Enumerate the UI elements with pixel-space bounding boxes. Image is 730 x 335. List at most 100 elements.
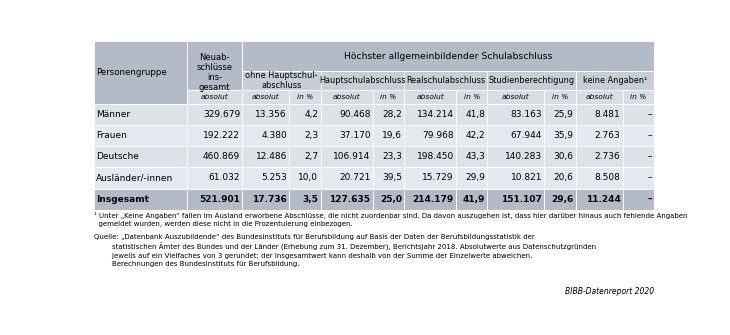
- Bar: [289, 90, 320, 104]
- Text: 79.968: 79.968: [422, 131, 454, 140]
- Bar: [242, 146, 289, 168]
- Bar: [404, 189, 456, 210]
- Bar: [242, 90, 289, 104]
- Bar: [623, 146, 654, 168]
- Bar: [289, 104, 320, 125]
- Bar: [94, 125, 187, 146]
- Bar: [94, 104, 187, 125]
- Text: 25,9: 25,9: [553, 110, 574, 119]
- Text: 67.944: 67.944: [511, 131, 542, 140]
- Text: 151.107: 151.107: [502, 195, 542, 204]
- Text: 8.481: 8.481: [595, 110, 620, 119]
- Bar: [623, 125, 654, 146]
- Text: 198.450: 198.450: [417, 152, 454, 161]
- Bar: [404, 168, 456, 189]
- Text: 2,3: 2,3: [304, 131, 318, 140]
- Bar: [187, 168, 242, 189]
- Text: 11.244: 11.244: [585, 195, 620, 204]
- Bar: [404, 125, 456, 146]
- Text: 134.214: 134.214: [417, 110, 454, 119]
- Bar: [373, 168, 404, 189]
- Text: 192.222: 192.222: [203, 131, 240, 140]
- Bar: [488, 90, 545, 104]
- Bar: [456, 146, 488, 168]
- Text: 83.163: 83.163: [510, 110, 542, 119]
- Text: 4.380: 4.380: [261, 131, 287, 140]
- Bar: [576, 189, 623, 210]
- Text: 42,2: 42,2: [466, 131, 485, 140]
- Bar: [404, 71, 488, 90]
- Text: 2,7: 2,7: [304, 152, 318, 161]
- Text: 10,0: 10,0: [299, 174, 318, 183]
- Text: –: –: [648, 174, 652, 183]
- Bar: [576, 71, 654, 90]
- Text: absolut: absolut: [502, 94, 530, 100]
- Text: 3,5: 3,5: [302, 195, 318, 204]
- Bar: [623, 90, 654, 104]
- Text: Hauptschulabschluss: Hauptschulabschluss: [319, 76, 406, 85]
- Bar: [373, 104, 404, 125]
- Bar: [242, 168, 289, 189]
- Text: Deutsche: Deutsche: [96, 152, 139, 161]
- Bar: [289, 189, 320, 210]
- Bar: [242, 189, 289, 210]
- Text: 5.253: 5.253: [261, 174, 287, 183]
- Text: 12.486: 12.486: [255, 152, 287, 161]
- Bar: [320, 189, 373, 210]
- Text: Studienberechtigung: Studienberechtigung: [488, 76, 575, 85]
- Bar: [187, 90, 242, 104]
- Bar: [373, 125, 404, 146]
- Bar: [320, 90, 373, 104]
- Text: 2.763: 2.763: [595, 131, 620, 140]
- Text: absolut: absolut: [201, 94, 228, 100]
- Text: in %: in %: [464, 94, 480, 100]
- Bar: [94, 42, 187, 104]
- Bar: [488, 189, 545, 210]
- Bar: [623, 104, 654, 125]
- Text: Höchster allgemeinbildender Schulabschluss: Höchster allgemeinbildender Schulabschlu…: [344, 52, 553, 61]
- Text: 35,9: 35,9: [553, 131, 574, 140]
- Bar: [242, 104, 289, 125]
- Text: absolut: absolut: [585, 94, 613, 100]
- Text: 140.283: 140.283: [505, 152, 542, 161]
- Bar: [545, 189, 576, 210]
- Text: absolut: absolut: [333, 94, 361, 100]
- Bar: [576, 104, 623, 125]
- Text: Personengruppe: Personengruppe: [96, 68, 167, 77]
- Text: 25,0: 25,0: [380, 195, 402, 204]
- Bar: [373, 90, 404, 104]
- Bar: [456, 90, 488, 104]
- Bar: [320, 168, 373, 189]
- Text: Neuab-
schlüsse
ins-
gesamt: Neuab- schlüsse ins- gesamt: [196, 53, 233, 92]
- Bar: [289, 125, 320, 146]
- Text: in %: in %: [630, 94, 647, 100]
- Text: 19,6: 19,6: [382, 131, 402, 140]
- Bar: [488, 71, 576, 90]
- Text: 20.721: 20.721: [339, 174, 370, 183]
- Text: 41,8: 41,8: [465, 110, 485, 119]
- Text: 17.736: 17.736: [252, 195, 287, 204]
- Bar: [576, 146, 623, 168]
- Text: 521.901: 521.901: [199, 195, 240, 204]
- Bar: [289, 146, 320, 168]
- Bar: [187, 189, 242, 210]
- Bar: [187, 104, 242, 125]
- Bar: [456, 168, 488, 189]
- Text: ohne Hauptschul-
abschluss: ohne Hauptschul- abschluss: [245, 71, 318, 90]
- Text: ¹ Unter „Keine Angaben“ fallen im Ausland erworbene Abschlüsse, die nicht zuorde: ¹ Unter „Keine Angaben“ fallen im Auslan…: [94, 212, 688, 227]
- Text: 214.179: 214.179: [412, 195, 454, 204]
- Text: 23,3: 23,3: [382, 152, 402, 161]
- Text: Insgesamt: Insgesamt: [96, 195, 150, 204]
- Bar: [576, 90, 623, 104]
- Text: keine Angaben¹: keine Angaben¹: [583, 76, 648, 85]
- Text: 10.821: 10.821: [511, 174, 542, 183]
- Bar: [545, 168, 576, 189]
- Bar: [576, 125, 623, 146]
- Bar: [320, 104, 373, 125]
- Text: 39,5: 39,5: [382, 174, 402, 183]
- Text: Männer: Männer: [96, 110, 131, 119]
- Bar: [623, 189, 654, 210]
- Text: 41,9: 41,9: [463, 195, 485, 204]
- Text: in %: in %: [380, 94, 396, 100]
- Text: 37.170: 37.170: [339, 131, 370, 140]
